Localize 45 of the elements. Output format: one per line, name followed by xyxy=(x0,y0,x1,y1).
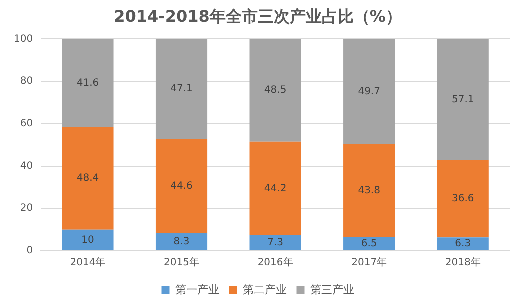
bar xyxy=(437,160,489,238)
x-tick-label: 2015年 xyxy=(164,256,200,269)
data-label: 6.3 xyxy=(455,238,472,250)
data-label: 36.6 xyxy=(452,193,474,204)
data-label: 43.8 xyxy=(358,185,380,196)
data-label: 10 xyxy=(82,234,94,246)
data-label: 48.5 xyxy=(264,85,287,96)
bar xyxy=(437,238,489,250)
bar xyxy=(344,144,396,238)
x-tick-label: 2016年 xyxy=(258,256,294,269)
data-label: 44.6 xyxy=(170,180,193,192)
bar xyxy=(62,230,114,250)
y-tick-label: 80 xyxy=(20,76,34,88)
bar xyxy=(344,39,396,144)
bar xyxy=(250,142,302,236)
bar xyxy=(250,39,302,142)
data-label: 6.5 xyxy=(361,238,378,250)
bar xyxy=(156,233,208,250)
y-tick-label: 100 xyxy=(14,34,34,45)
data-label: 49.7 xyxy=(358,86,380,98)
bar xyxy=(437,39,489,160)
data-label: 47.1 xyxy=(170,84,193,95)
x-tick-label: 2017年 xyxy=(352,256,388,269)
data-label: 44.2 xyxy=(264,183,287,194)
bar xyxy=(62,39,114,128)
y-tick-label: 20 xyxy=(20,203,34,214)
chart-title: 2014-2018年全市三次产业占比（%） xyxy=(114,6,402,26)
y-tick-label: 60 xyxy=(20,118,34,130)
bar xyxy=(344,237,396,250)
y-tick-label: 40 xyxy=(20,160,34,172)
bar xyxy=(250,236,302,250)
y-tick-label: 0 xyxy=(26,246,34,257)
legend-label: 第一产业 xyxy=(175,283,220,296)
data-label: 41.6 xyxy=(76,78,100,89)
data-label: 8.3 xyxy=(174,236,190,248)
bar xyxy=(156,39,208,139)
data-label: 48.4 xyxy=(76,173,100,184)
bar xyxy=(156,138,208,234)
data-label: 57.1 xyxy=(452,94,474,106)
bar xyxy=(62,127,114,230)
legend-label: 第二产业 xyxy=(242,283,287,296)
legend-label: 第三产业 xyxy=(310,283,354,296)
x-tick-label: 2014年 xyxy=(70,256,106,269)
x-tick-label: 2018年 xyxy=(445,256,481,269)
data-label: 7.3 xyxy=(268,238,284,249)
